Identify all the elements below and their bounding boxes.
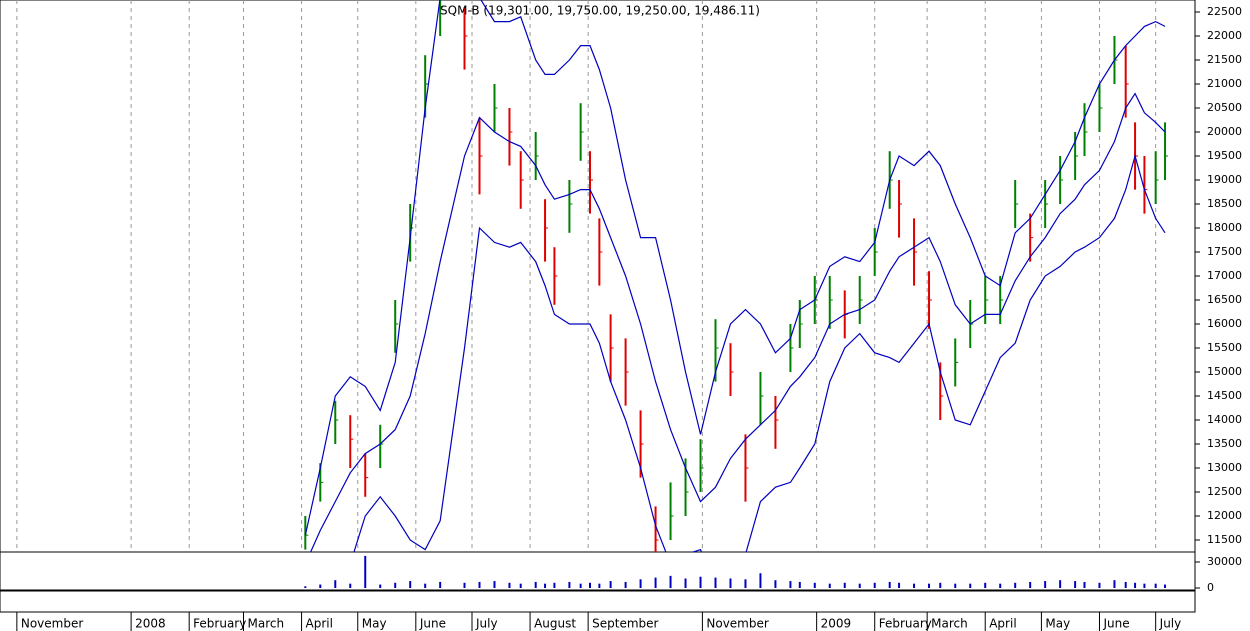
volume-tick-label: 30000 [1207, 555, 1242, 568]
y-tick-label: 18500 [1207, 197, 1242, 210]
y-tick-label: 15500 [1207, 341, 1242, 354]
event-strip [0, 590, 1196, 613]
band-upper [304, 0, 1166, 536]
x-tick-label: April [306, 617, 333, 631]
y-tick-label: 21500 [1207, 53, 1242, 66]
x-tick-label: June [1102, 617, 1129, 631]
y-tick-label: 12500 [1207, 485, 1242, 498]
y-tick-label: 14500 [1207, 389, 1242, 402]
grid [16, 0, 1157, 552]
y-tick-label: 17500 [1207, 245, 1242, 258]
volume-tick-label: 0 [1207, 581, 1214, 594]
x-tick-label: November [21, 617, 83, 631]
price-panel [0, 0, 1196, 553]
y-tick-label: 11500 [1207, 533, 1242, 546]
x-tick-label: June [419, 617, 446, 631]
y-tick-label: 20500 [1207, 101, 1242, 114]
x-tick-label: February [879, 617, 932, 631]
axes: November 2008 February March April May June Jul… [16, 5, 1242, 631]
y-tick-label: 20000 [1207, 125, 1242, 138]
x-tick-label: 2008 [135, 617, 166, 631]
x-tick-label: July [475, 617, 498, 631]
x-tick-label: September [592, 617, 658, 631]
y-tick-label: 14000 [1207, 413, 1242, 426]
y-tick-label: 22500 [1207, 5, 1242, 18]
volume-panel [0, 551, 1196, 591]
y-tick-label: 13500 [1207, 437, 1242, 450]
y-tick-label: 21000 [1207, 77, 1242, 90]
y-tick-label: 19000 [1207, 173, 1242, 186]
y-tick-label: 22000 [1207, 29, 1242, 42]
band-lower [353, 153, 1166, 552]
y-tick-label: 13000 [1207, 461, 1242, 474]
x-tick-label: May [362, 617, 387, 631]
x-tick-label: March [247, 617, 284, 631]
y-tick-label: 17000 [1207, 269, 1242, 282]
y-tick-label: 16500 [1207, 293, 1242, 306]
y-tick-label: 16000 [1207, 317, 1242, 330]
x-tick-label: August [534, 617, 576, 631]
y-tick-label: 12000 [1207, 509, 1242, 522]
band-middle [310, 92, 1166, 552]
x-tick-label: 2009 [821, 617, 852, 631]
x-tick-label: April [989, 617, 1016, 631]
y-tick-label: 15000 [1207, 365, 1242, 378]
x-tick-label: February [193, 617, 246, 631]
chart-title: SQM-B (19,301.00, 19,750.00, 19,250.00, … [440, 4, 760, 18]
y-tick-label: 18000 [1207, 221, 1242, 234]
y-tick-label: 19500 [1207, 149, 1242, 162]
x-tick-label: May [1045, 617, 1070, 631]
x-tick-label: March [931, 617, 968, 631]
x-tick-label: July [1159, 617, 1182, 631]
volume-area [304, 555, 1167, 588]
plot-area [304, 0, 1169, 552]
x-tick-label: November [706, 617, 768, 631]
